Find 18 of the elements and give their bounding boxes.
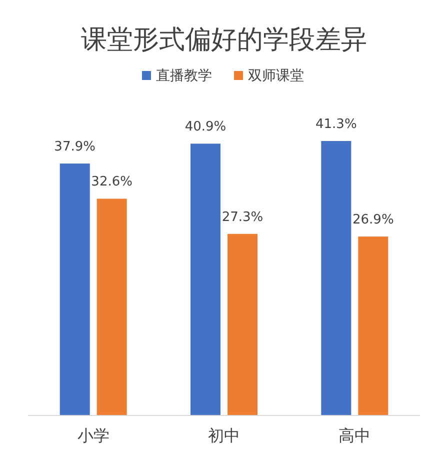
data-label: 41.3% [316,117,357,132]
data-label: 27.3% [222,210,264,225]
chart-title: 课堂形式偏好的学段差异 [81,25,367,55]
legend-label: 直播教学 [156,68,212,84]
bar [228,234,258,415]
data-label: 40.9% [184,120,226,135]
data-label: 37.9% [54,140,96,155]
bar [321,141,352,415]
bar [358,236,388,415]
x-tick-label: 高中 [338,426,371,445]
bar [96,198,127,415]
bar [190,144,220,415]
bar [60,164,90,415]
legend-label: 双师课堂 [248,68,304,84]
data-label: 26.9% [352,212,394,228]
x-tick-label: 初中 [208,426,240,445]
data-label: 32.6% [91,174,132,190]
x-tick-label: 小学 [77,426,110,445]
